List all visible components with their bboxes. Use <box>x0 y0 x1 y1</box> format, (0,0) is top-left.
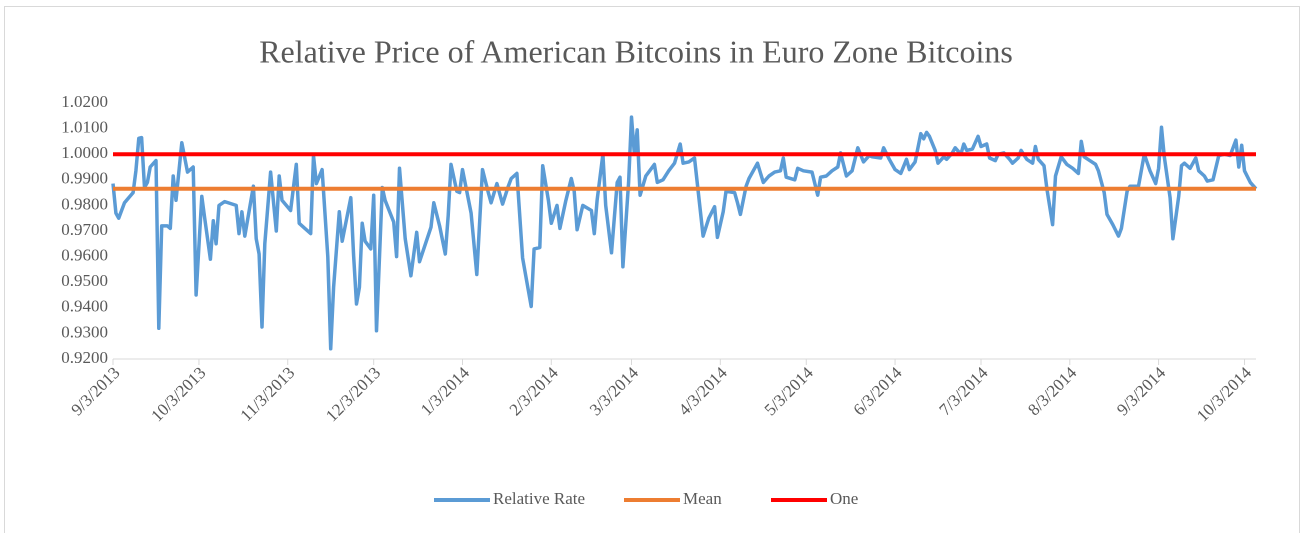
legend-label: Relative Rate <box>493 489 585 508</box>
y-tick-label: 0.9800 <box>61 194 108 213</box>
legend-label: One <box>830 489 858 508</box>
y-tick-label: 0.9900 <box>61 169 108 188</box>
y-tick-label: 0.9200 <box>61 348 108 367</box>
y-tick-label: 0.9500 <box>61 271 108 290</box>
legend-label: Mean <box>683 489 722 508</box>
y-tick-label: 0.9400 <box>61 297 108 316</box>
y-tick-label: 1.0100 <box>61 118 108 137</box>
y-tick-label: 1.0200 <box>61 92 108 111</box>
y-tick-label: 0.9700 <box>61 220 108 239</box>
series-line <box>111 115 1258 351</box>
y-tick-label: 0.9300 <box>61 322 108 341</box>
y-tick-label: 1.0000 <box>61 143 108 162</box>
chart-border <box>4 6 1300 533</box>
y-tick-label: 0.9600 <box>61 246 108 265</box>
chart-title: Relative Price of American Bitcoins in E… <box>259 33 1013 69</box>
